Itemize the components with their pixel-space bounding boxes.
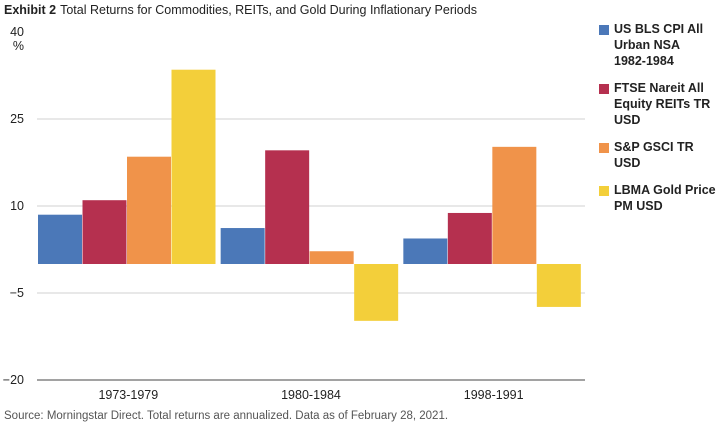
legend-swatch: [599, 25, 609, 35]
bar: [492, 146, 537, 264]
y-tick-label: 40: [10, 25, 24, 39]
y-tick-label: −20: [3, 373, 24, 387]
bar: [171, 69, 216, 264]
bar: [82, 200, 127, 264]
y-tick-label: 25: [10, 112, 24, 126]
bar: [536, 264, 581, 307]
x-tick-label: 1980-1984: [281, 388, 341, 402]
source-note: Source: Morningstar Direct. Total return…: [4, 410, 449, 422]
legend-swatch: [599, 186, 609, 196]
bar: [354, 264, 399, 321]
legend-entry: US BLS CPI All Urban NSA 1982-1984: [614, 22, 703, 68]
chart-title-text: Total Returns for Commodities, REITs, an…: [60, 3, 477, 17]
legend-entry: S&P GSCI TR USD: [614, 140, 694, 170]
legend-swatch: [599, 84, 609, 94]
x-tick-label: 1998-1991: [464, 388, 524, 402]
legend-swatch: [599, 143, 609, 153]
bar: [403, 238, 448, 264]
bar: [265, 150, 310, 264]
chart-title: Exhibit 2 Total Returns for Commodities, …: [4, 3, 477, 17]
bar: [38, 214, 82, 264]
y-unit-label: %: [13, 39, 24, 53]
bar: [447, 212, 492, 264]
legend-entry: LBMA Gold Price PM USD: [614, 183, 716, 213]
bar: [220, 228, 265, 264]
exhibit-label: Exhibit 2: [4, 3, 57, 17]
bar-chart: 40 25 10 −5 −20% 1973-1979 1980-1984 1998-1991 U…: [3, 22, 716, 402]
bar: [309, 251, 354, 264]
legend-entry: FTSE Nareit All Equity REITs TR USD: [614, 81, 710, 127]
x-tick-label: 1973-1979: [98, 388, 158, 402]
y-tick-label: −5: [10, 286, 24, 300]
bar: [127, 156, 171, 264]
y-tick-label: 10: [10, 199, 24, 213]
